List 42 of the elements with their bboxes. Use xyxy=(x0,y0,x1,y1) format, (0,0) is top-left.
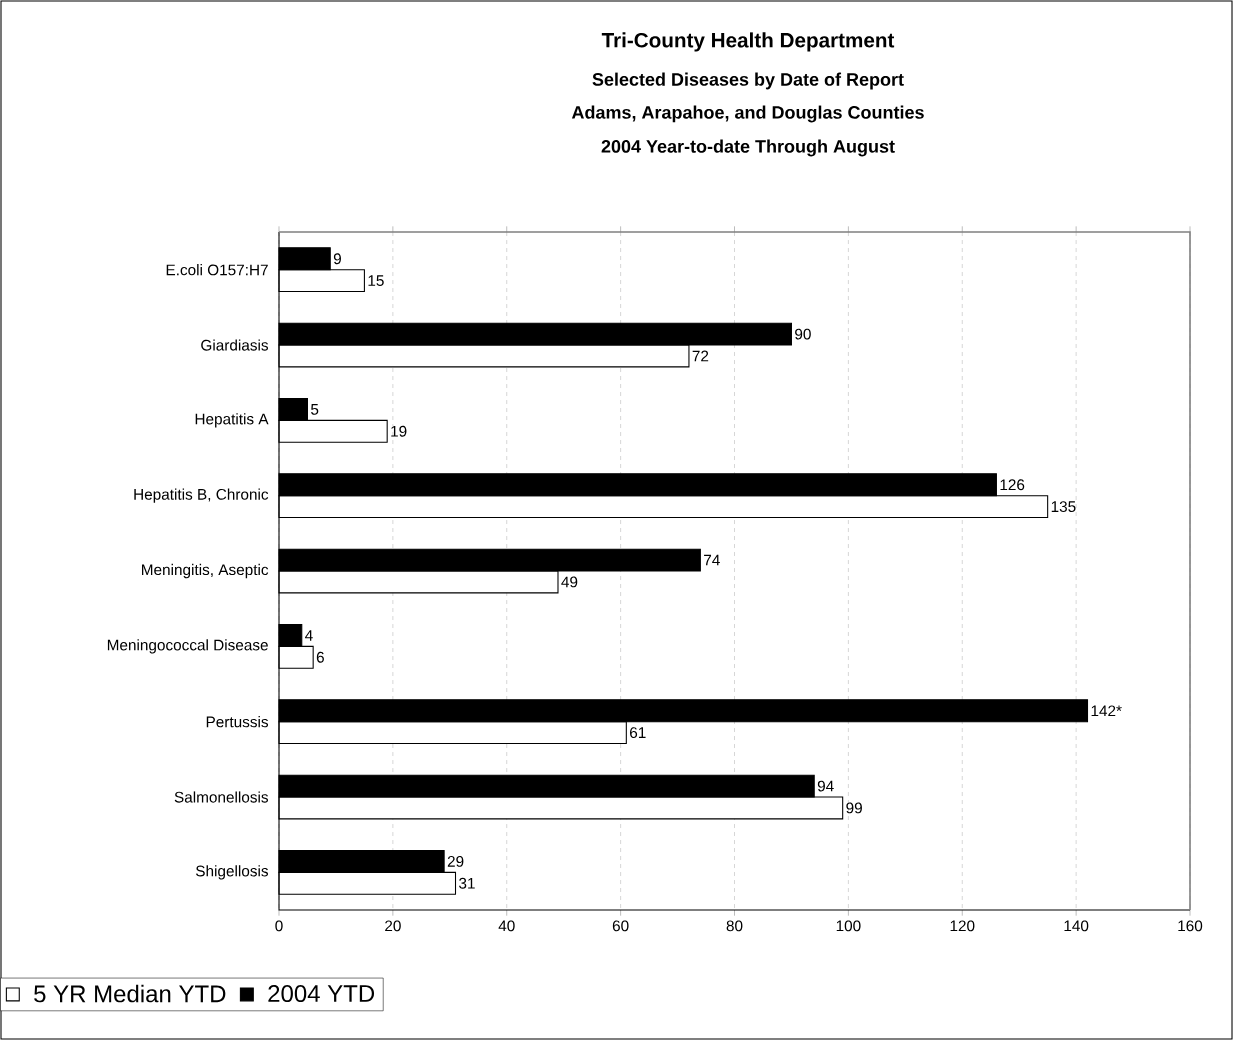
data-label: 15 xyxy=(368,275,384,286)
data-label: 74 xyxy=(704,554,720,566)
data-label: 99 xyxy=(846,802,862,814)
data-label: 126 xyxy=(1000,479,1025,491)
data-label: 31 xyxy=(459,877,475,889)
data-label: 19 xyxy=(391,425,407,437)
data-label: 9 xyxy=(333,253,341,265)
data-label: 5 xyxy=(311,404,319,415)
x-tick-label: 140 xyxy=(1064,920,1089,932)
x-tick-label: 60 xyxy=(612,920,629,932)
data-label: 142* xyxy=(1091,705,1122,717)
y-tick-label: Hepatitis A xyxy=(195,413,269,428)
y-tick-label: Salmonellosis xyxy=(174,791,269,803)
legend-label: 5 YR Median YTD xyxy=(34,984,226,1003)
text: 2004 Year-to-date Through August xyxy=(601,139,895,157)
x-tick-label: 0 xyxy=(275,920,283,932)
y-tick-label: Meningococcal Disease xyxy=(107,639,268,654)
y-tick-label: Giardiasis xyxy=(201,339,269,351)
text: Adams, Arapahoe, and Douglas Counties xyxy=(571,105,924,123)
y-tick-label: Pertussis xyxy=(206,716,269,728)
x-tick-label: 20 xyxy=(385,920,401,932)
legend-label: 2004 YTD xyxy=(268,985,375,1003)
data-label: 72 xyxy=(692,350,709,362)
x-tick-label: 160 xyxy=(1178,920,1203,932)
data-label: 6 xyxy=(316,651,324,663)
data-label: 29 xyxy=(447,855,464,867)
chart-subtitle: Selected Diseases by Date of Report xyxy=(592,72,904,90)
chart-title: Tri-County Health Department xyxy=(601,32,895,52)
x-tick-label: 120 xyxy=(950,920,975,932)
data-label: 135 xyxy=(1051,501,1076,513)
y-tick-label: Shigellosis xyxy=(195,865,269,880)
y-tick-label: Meningitis, Aseptic xyxy=(142,563,269,579)
x-tick-label: 100 xyxy=(836,920,861,932)
data-label: 90 xyxy=(795,328,811,340)
data-label: 61 xyxy=(630,727,646,739)
y-tick-label: Hepatitis B, Chronic xyxy=(134,488,269,503)
data-label: 49 xyxy=(561,576,578,588)
x-tick-label: 80 xyxy=(726,920,743,932)
y-tick-label: E.coli O157:H7 xyxy=(166,264,268,276)
data-label: 4 xyxy=(305,630,313,641)
x-tick-label: 40 xyxy=(498,920,515,932)
data-label: 94 xyxy=(817,780,834,792)
